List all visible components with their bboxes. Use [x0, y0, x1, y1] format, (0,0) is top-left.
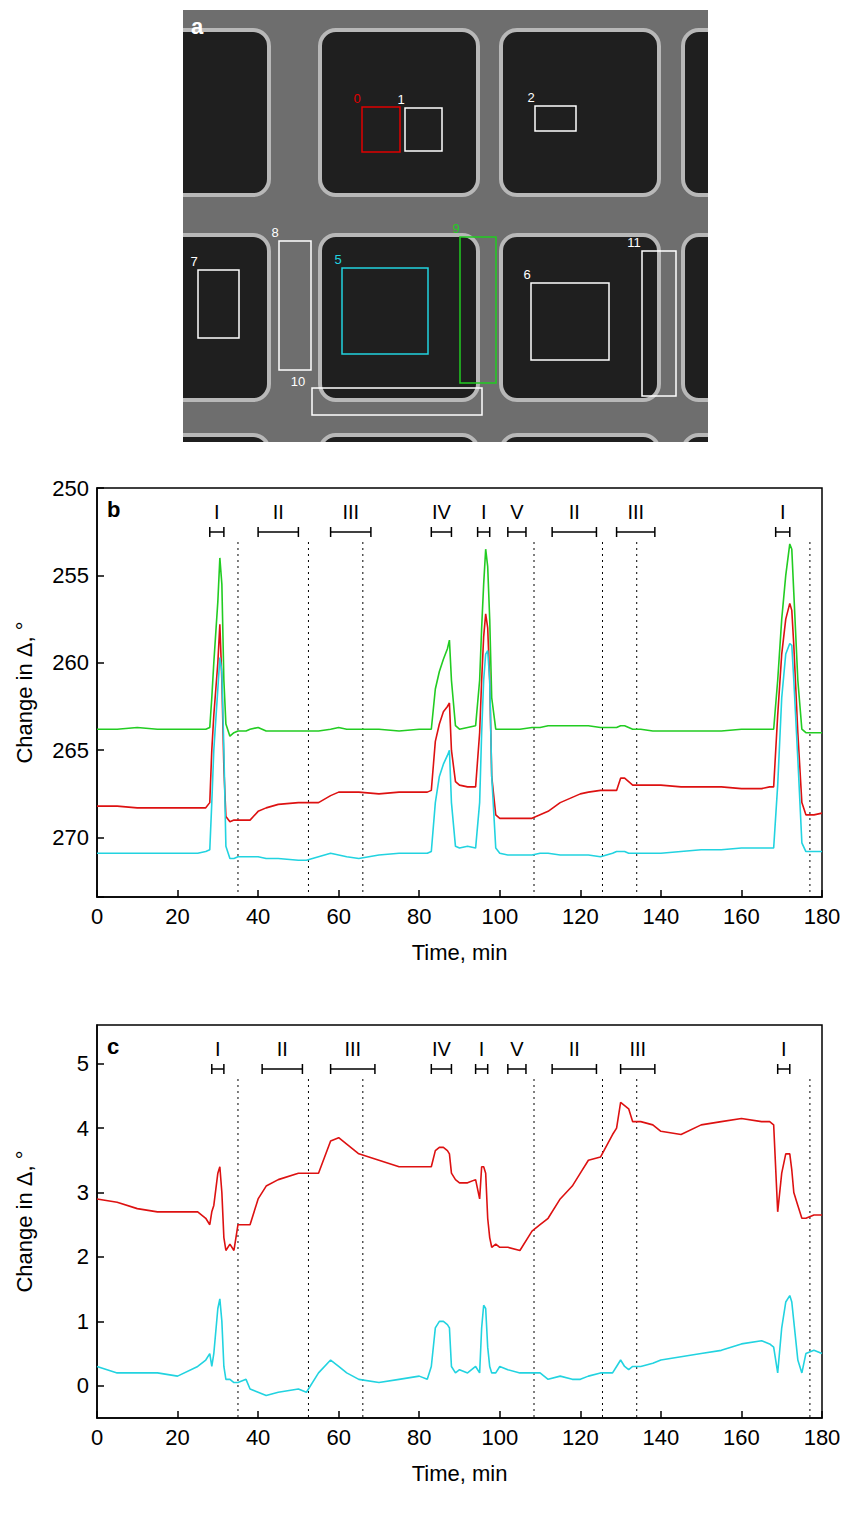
svg-text:140: 140 — [643, 904, 680, 929]
svg-text:0: 0 — [353, 91, 360, 106]
svg-text:250: 250 — [52, 476, 89, 501]
svg-text:III: III — [344, 1038, 361, 1060]
svg-text:IV: IV — [432, 501, 452, 523]
svg-text:Change in Δ, °: Change in Δ, ° — [12, 1150, 37, 1292]
svg-text:3: 3 — [77, 1180, 89, 1205]
svg-text:180: 180 — [804, 1425, 841, 1450]
svg-text:I: I — [781, 1038, 787, 1060]
svg-text:60: 60 — [326, 1425, 350, 1450]
svg-text:260: 260 — [52, 650, 89, 675]
svg-text:60: 60 — [326, 904, 350, 929]
svg-text:140: 140 — [643, 1425, 680, 1450]
svg-text:4: 4 — [77, 1116, 89, 1141]
svg-text:6: 6 — [523, 267, 530, 282]
svg-text:Time, min: Time, min — [412, 1461, 508, 1486]
svg-text:5: 5 — [334, 252, 341, 267]
svg-text:9: 9 — [452, 221, 459, 236]
svg-text:Time, min: Time, min — [412, 940, 508, 965]
svg-text:IV: IV — [432, 1038, 452, 1060]
svg-text:II: II — [273, 501, 284, 523]
svg-text:20: 20 — [165, 904, 189, 929]
svg-text:V: V — [510, 501, 524, 523]
svg-text:c: c — [107, 1034, 119, 1059]
svg-text:160: 160 — [723, 1425, 760, 1450]
svg-text:10: 10 — [291, 374, 305, 389]
svg-text:II: II — [569, 1038, 580, 1060]
svg-text:11: 11 — [627, 235, 641, 250]
svg-text:2: 2 — [77, 1244, 89, 1269]
svg-text:I: I — [214, 501, 220, 523]
svg-text:III: III — [342, 501, 359, 523]
svg-text:2: 2 — [527, 90, 534, 105]
svg-text:II: II — [569, 501, 580, 523]
svg-text:Change in Δ, °: Change in Δ, ° — [12, 621, 37, 763]
svg-text:180: 180 — [804, 904, 841, 929]
svg-text:0: 0 — [91, 904, 103, 929]
svg-text:5: 5 — [77, 1051, 89, 1076]
svg-text:I: I — [481, 501, 487, 523]
svg-text:160: 160 — [723, 904, 760, 929]
svg-text:a: a — [191, 14, 204, 39]
svg-text:1: 1 — [397, 92, 404, 107]
svg-text:40: 40 — [246, 904, 270, 929]
svg-text:I: I — [479, 1038, 485, 1060]
svg-text:80: 80 — [407, 904, 431, 929]
svg-text:255: 255 — [52, 563, 89, 588]
svg-text:265: 265 — [52, 738, 89, 763]
svg-text:100: 100 — [481, 904, 518, 929]
svg-text:V: V — [510, 1038, 524, 1060]
svg-text:40: 40 — [246, 1425, 270, 1450]
svg-text:20: 20 — [165, 1425, 189, 1450]
svg-text:120: 120 — [562, 904, 599, 929]
svg-text:II: II — [277, 1038, 288, 1060]
svg-text:8: 8 — [271, 225, 278, 240]
svg-text:270: 270 — [52, 825, 89, 850]
svg-text:7: 7 — [190, 254, 197, 269]
svg-text:80: 80 — [407, 1425, 431, 1450]
svg-text:0: 0 — [77, 1373, 89, 1398]
svg-text:III: III — [627, 501, 644, 523]
svg-text:1: 1 — [77, 1309, 89, 1334]
svg-text:0: 0 — [91, 1425, 103, 1450]
svg-text:120: 120 — [562, 1425, 599, 1450]
svg-text:100: 100 — [481, 1425, 518, 1450]
svg-text:III: III — [629, 1038, 646, 1060]
svg-text:I: I — [780, 501, 786, 523]
svg-text:b: b — [107, 497, 120, 522]
svg-text:I: I — [215, 1038, 221, 1060]
